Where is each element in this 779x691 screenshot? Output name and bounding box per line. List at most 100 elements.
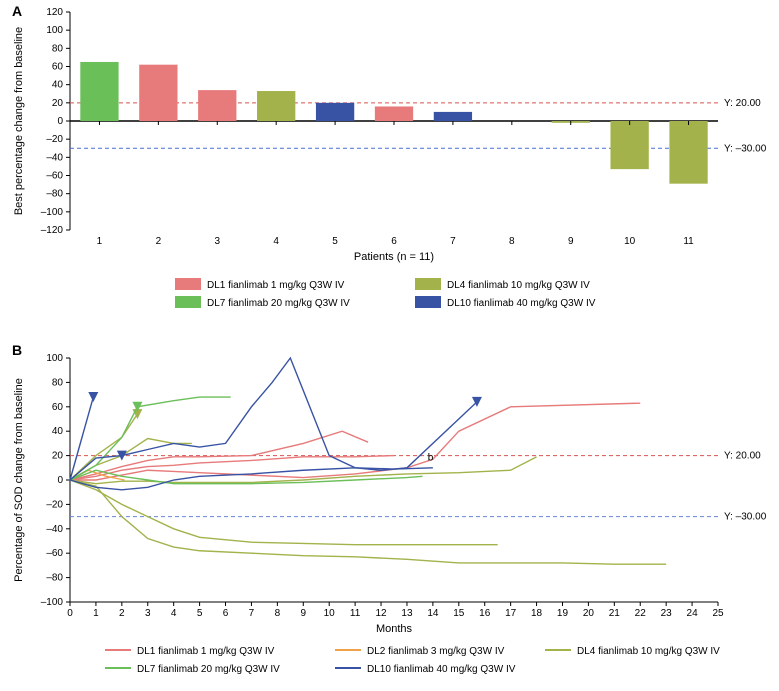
x-tick-label: 13 — [401, 608, 413, 619]
bar — [610, 121, 648, 169]
x-tick-label: 18 — [531, 608, 543, 619]
legend-label: DL4 fianlimab 10 mg/kg Q3W IV — [447, 280, 590, 291]
x-tick-label: 2 — [156, 236, 162, 247]
ref-line-label: Y: 20.00 — [724, 98, 761, 109]
bar — [139, 65, 177, 121]
y-tick-label: 0 — [57, 116, 63, 127]
x-tick-label: 12 — [375, 608, 387, 619]
y-tick-label: –60 — [46, 548, 63, 559]
y-tick-label: –80 — [46, 189, 63, 200]
x-tick-label: 17 — [505, 608, 517, 619]
panel-a-chart: –120 –100 –80 –60 –40 –20 0 20 40 60 80 100 120 Y: 20… — [0, 0, 779, 340]
y-axis-title: Percentage of SOD change from baseline — [13, 378, 25, 582]
legend-label: DL2 fianlimab 3 mg/kg Q3W IV — [367, 646, 505, 657]
y-tick-label: 60 — [52, 402, 64, 413]
series-line — [70, 480, 498, 545]
legend-label: DL1 fianlimab 1 mg/kg Q3W IV — [207, 280, 345, 291]
x-tick-label: 6 — [223, 608, 229, 619]
x-axis-title: Months — [376, 623, 413, 635]
x-tick-label: 25 — [712, 608, 724, 619]
page-root: A –120–100–80–60–40–20020406080100120Y: … — [0, 0, 779, 691]
x-axis-title: Patients (n = 11) — [354, 251, 434, 263]
x-tick-label: 4 — [171, 608, 177, 619]
legend-swatch — [175, 278, 201, 290]
x-tick-label: 5 — [332, 236, 338, 247]
x-tick-label: 14 — [427, 608, 439, 619]
legend: DL1 fianlimab 1 mg/kg Q3W IV DL4 fianlima… — [175, 278, 596, 309]
bar — [316, 103, 354, 121]
y-tick-label: 100 — [46, 353, 63, 364]
x-tick-label: 16 — [479, 608, 491, 619]
x-tick-label: 10 — [624, 236, 636, 247]
x-tick-label: 1 — [97, 236, 103, 247]
bar — [80, 62, 118, 121]
y-tick-label: 40 — [52, 80, 64, 91]
bar — [198, 90, 236, 121]
x-tick-label: 15 — [453, 608, 465, 619]
ref-line-label: Y: –30.00 — [724, 512, 767, 523]
x-tick-label: 7 — [450, 236, 456, 247]
x-tick-label: 21 — [609, 608, 621, 619]
legend-swatch — [415, 296, 441, 308]
y-tick-label: 80 — [52, 377, 64, 388]
x-tick-label: 4 — [273, 236, 279, 247]
y-tick-label: 100 — [46, 25, 63, 36]
y-tick-label: 20 — [52, 451, 64, 462]
y-tick-label: 0 — [57, 475, 63, 486]
x-tick-label: 7 — [249, 608, 255, 619]
legend-label: DL7 fianlimab 20 mg/kg Q3W IV — [207, 298, 350, 309]
bar — [375, 106, 413, 121]
y-tick-label: 40 — [52, 426, 64, 437]
y-tick-label: –100 — [41, 207, 64, 218]
y-tick-label: 80 — [52, 43, 64, 54]
legend-label: DL1 fianlimab 1 mg/kg Q3W IV — [137, 646, 275, 657]
legend-label: DL7 fianlimab 20 mg/kg Q3W IV — [137, 664, 280, 675]
x-tick-label: 0 — [67, 608, 73, 619]
x-tick-label: 3 — [214, 236, 220, 247]
y-axis-title: Best percentage change from baseline — [13, 27, 25, 215]
y-tick-label: –120 — [41, 225, 64, 236]
x-tick-label: 2 — [119, 608, 125, 619]
legend-label: DL10 fianlimab 40 mg/kg Q3W IV — [447, 298, 596, 309]
x-tick-label: 11 — [683, 236, 694, 247]
series-line — [70, 397, 93, 480]
x-tick-label: 24 — [687, 608, 699, 619]
x-tick-label: 8 — [275, 608, 281, 619]
x-tick-label: 9 — [568, 236, 574, 247]
legend-swatch — [415, 278, 441, 290]
panel-b-chart: –100–80–60–40–20020406080100012345678910… — [0, 340, 779, 691]
x-tick-label: 10 — [324, 608, 336, 619]
x-tick-label: 20 — [583, 608, 595, 619]
y-tick-label: –40 — [46, 524, 63, 535]
x-tick-label: 6 — [391, 236, 397, 247]
x-tick-label: 9 — [300, 608, 306, 619]
legend-label: DL4 fianlimab 10 mg/kg Q3W IV — [577, 646, 720, 657]
y-tick-label: –60 — [46, 171, 63, 182]
bar — [434, 112, 472, 121]
y-tick-label: –20 — [46, 134, 63, 145]
y-tick-label: 120 — [46, 7, 63, 18]
y-tick-label: –40 — [46, 152, 63, 163]
series-marker — [88, 392, 98, 402]
annotation-b: b — [428, 452, 434, 463]
legend-label: DL10 fianlimab 40 mg/kg Q3W IV — [367, 664, 516, 675]
x-tick-label: 1 — [93, 608, 99, 619]
bar — [257, 91, 295, 121]
x-tick-label: 22 — [635, 608, 647, 619]
y-tick-label: –80 — [46, 573, 63, 584]
y-tick-label: 20 — [52, 98, 64, 109]
y-tick-label: 60 — [52, 62, 64, 73]
ref-line-label: Y: 20.00 — [724, 451, 761, 462]
bar — [669, 121, 707, 184]
y-tick-label: –100 — [41, 597, 64, 608]
x-tick-label: 23 — [661, 608, 673, 619]
y-tick-label: –20 — [46, 499, 63, 510]
legend-swatch — [175, 296, 201, 308]
ref-line-label: Y: –30.00 — [724, 143, 767, 154]
x-tick-label: 8 — [509, 236, 515, 247]
x-tick-label: 3 — [145, 608, 151, 619]
legend: DL1 fianlimab 1 mg/kg Q3W IV DL2 fianlima… — [105, 646, 720, 675]
x-tick-label: 19 — [557, 608, 569, 619]
x-tick-label: 5 — [197, 608, 203, 619]
x-tick-label: 11 — [350, 608, 361, 619]
